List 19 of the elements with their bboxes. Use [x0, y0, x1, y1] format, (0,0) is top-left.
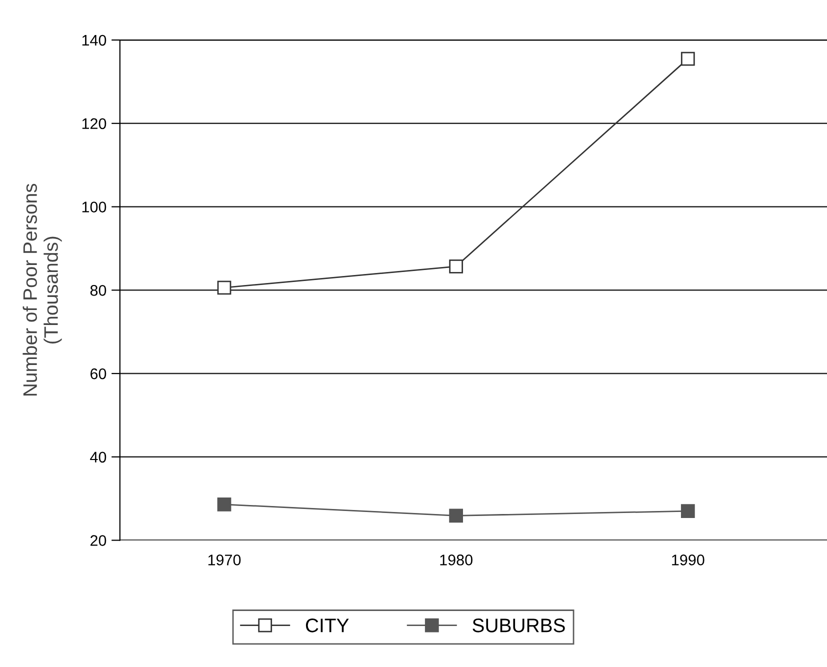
- y-tick-label: 140: [82, 34, 106, 46]
- point: [680, 504, 695, 518]
- y-axis-title: Number of Poor Persons (Thousands): [22, 184, 62, 396]
- x-tick-label: 1970: [208, 554, 241, 566]
- y-tick-label: 60: [90, 368, 106, 380]
- legend-label: CITY: [306, 618, 349, 632]
- point: [217, 280, 232, 295]
- point: [449, 508, 464, 523]
- y-tick-label: 80: [90, 285, 106, 296]
- y-tick-label: 40: [90, 452, 106, 463]
- x-tick-label: 1990: [672, 554, 704, 566]
- y-tick-label: 100: [82, 202, 106, 212]
- legend-label: SUBURBS: [472, 618, 565, 632]
- point: [217, 497, 232, 512]
- y-tick-label: 120: [82, 118, 106, 130]
- x-tick-label: 1980: [440, 554, 472, 566]
- point: [449, 259, 464, 274]
- point: [680, 52, 695, 66]
- y-tick-label: 20: [90, 535, 106, 546]
